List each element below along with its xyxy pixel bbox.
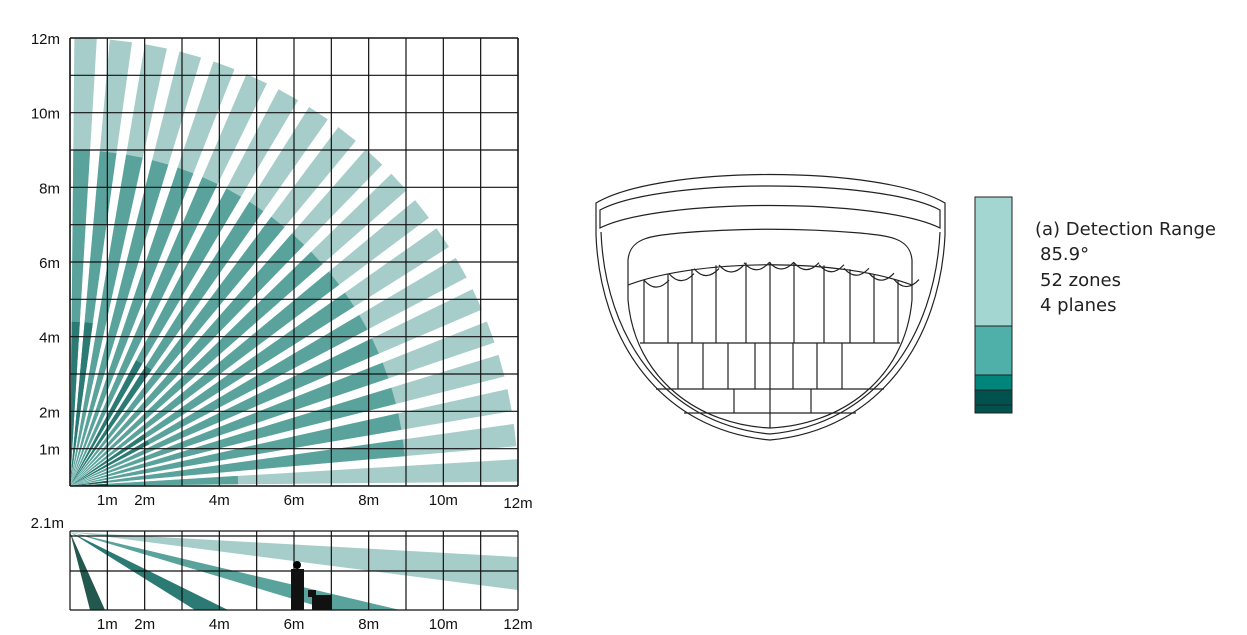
legend-bar-segment (974, 325, 1013, 376)
legend-planes: 4 planes (1040, 295, 1117, 316)
legend-color-bar (974, 196, 1013, 414)
detection-beam-segment (70, 321, 80, 486)
y-tick-label: 4m (39, 330, 60, 347)
side-x-tick-label: 4m (209, 616, 230, 633)
side-x-tick-label: 1m (97, 616, 118, 633)
lens-scallop (718, 264, 745, 273)
detection-beam-segment (70, 440, 150, 486)
legend-angle: 85.9° (1040, 244, 1090, 265)
lens-scallop (743, 262, 770, 271)
detection-beam-segment (70, 366, 152, 486)
x-tick-label: 2m (134, 492, 155, 509)
detection-beam-segment (70, 233, 305, 486)
detection-beam-segment (70, 480, 108, 486)
side-view-plot: 2.1m 1m 2m 4m 6m 8m 10m 12m (31, 515, 533, 633)
detection-beam-segment (70, 154, 143, 486)
detection-beam-segment (70, 362, 389, 486)
y-tick-label: 10m (31, 106, 60, 123)
top-view-plot: 1m 2m 4m 6m 8m 10m 12m 1m 2m 4m 6m 8m 10m 12m (31, 31, 533, 512)
dome-window (627, 228, 913, 429)
person-silhouette-head (293, 561, 301, 569)
x-tick-label: 4m (209, 492, 230, 509)
detection-beam-segment (70, 251, 323, 486)
y-tick-label: 2m (39, 404, 60, 421)
y-tick-label: 12m (31, 31, 60, 48)
x-tick-label: 12m (503, 495, 532, 512)
lens-scallop (668, 273, 695, 282)
lens-scallop (893, 279, 920, 288)
detection-beam-segment (70, 360, 143, 486)
side-x-tick-label: 2m (134, 616, 155, 633)
detection-beam-segment (70, 167, 194, 486)
detection-beam-segment (70, 475, 238, 486)
detection-beam-segment (70, 149, 91, 486)
legend-bar-segment (974, 374, 1013, 391)
legend-title: (a) Detection Range (1035, 219, 1217, 240)
y-tick-label: 1m (39, 442, 60, 459)
detection-beam-segment (70, 271, 340, 486)
dog-silhouette-body (312, 595, 332, 610)
dome-rim-top (599, 185, 941, 229)
legend-bar-segment (974, 404, 1013, 414)
person-silhouette-body (291, 569, 304, 610)
side-height-label: 2.1m (31, 515, 64, 532)
x-tick-label: 10m (429, 492, 458, 509)
dog-silhouette-head (308, 590, 316, 597)
lens-scallop (868, 272, 895, 281)
lens-segment-lines (640, 261, 920, 428)
detection-beam-segment (70, 387, 396, 486)
dome-outer-shell-inner (600, 231, 941, 435)
side-x-tick-label: 6m (284, 616, 305, 633)
legend-bar-segment (974, 196, 1013, 327)
lens-scallop (793, 262, 820, 271)
detection-beam-segment (70, 160, 169, 486)
side-x-tick-label: 12m (503, 616, 532, 633)
y-tick-label: 8m (39, 180, 60, 197)
sensor-dome-lens-drawing (595, 173, 946, 441)
x-tick-label: 1m (97, 492, 118, 509)
lens-scallop (643, 279, 670, 288)
lens-scallop (768, 261, 795, 270)
lens-scallop (693, 268, 720, 277)
side-x-tick-label: 10m (429, 616, 458, 633)
dome-outer-shell (595, 173, 946, 441)
x-tick-label: 6m (284, 492, 305, 509)
lens-scallop (843, 267, 870, 276)
legend-bar-segment (974, 389, 1013, 406)
side-x-tick-label: 8m (358, 616, 379, 633)
detection-beam-segment (70, 413, 402, 486)
detection-beam-segment (70, 322, 93, 486)
detection-beam-segment (70, 439, 405, 486)
detection-beam-segment (70, 216, 285, 487)
y-tick-label: 6m (39, 255, 60, 272)
legend-zones: 52 zones (1040, 270, 1121, 291)
lens-scallop (818, 264, 845, 273)
x-tick-label: 8m (358, 492, 379, 509)
